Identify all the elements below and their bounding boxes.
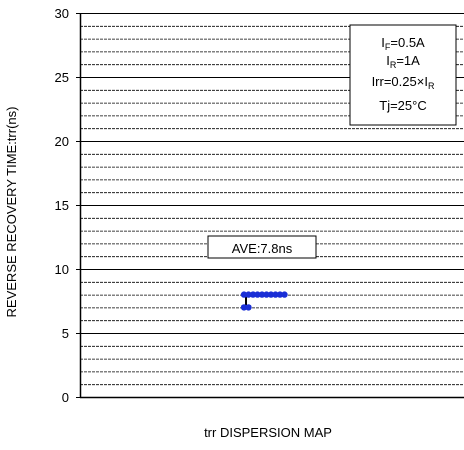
- y-axis-title: REVERSE RECOVERY TIME:trr(ns): [4, 107, 19, 318]
- plot-frame: [79, 13, 464, 399]
- y-tick-labels: 0 5 10 15 20 25 30: [55, 6, 80, 405]
- data-point: [254, 291, 261, 298]
- conditions-annotation: IF=0.5A IR=1A Irr=0.25×IR Tj=25°C: [349, 24, 457, 126]
- data-point: [263, 291, 270, 298]
- condition-irr: Irr=0.25×IR: [372, 74, 435, 91]
- conditions-box: [349, 24, 457, 126]
- y-tick-label: 20: [55, 134, 69, 149]
- data-point: [267, 291, 275, 298]
- x-axis-title: trr DISPERSION MAP: [204, 425, 332, 440]
- data-point: [240, 291, 248, 298]
- data-points: [240, 291, 288, 311]
- y-tick-label: 5: [62, 326, 69, 341]
- y-tick-label: 10: [55, 262, 69, 277]
- data-point: [240, 304, 248, 311]
- y-tick-label: 25: [55, 70, 69, 85]
- y-tick-label: 0: [62, 390, 69, 405]
- data-point: [245, 304, 252, 311]
- y-tick-label: 15: [55, 198, 69, 213]
- data-point: [245, 291, 252, 298]
- condition-tj: Tj=25°C: [379, 98, 426, 113]
- data-point: [276, 291, 284, 298]
- data-point: [272, 291, 279, 298]
- y-tick-label: 30: [55, 6, 69, 21]
- data-point: [258, 291, 266, 298]
- data-point: [281, 291, 288, 298]
- average-label-box: [207, 235, 317, 259]
- condition-if: IF=0.5A: [381, 35, 425, 52]
- data-point: [249, 291, 257, 298]
- condition-ir: IR=1A: [386, 53, 420, 70]
- average-annotation: AVE:7.8ns: [207, 235, 317, 259]
- average-label: AVE:7.8ns: [232, 241, 293, 256]
